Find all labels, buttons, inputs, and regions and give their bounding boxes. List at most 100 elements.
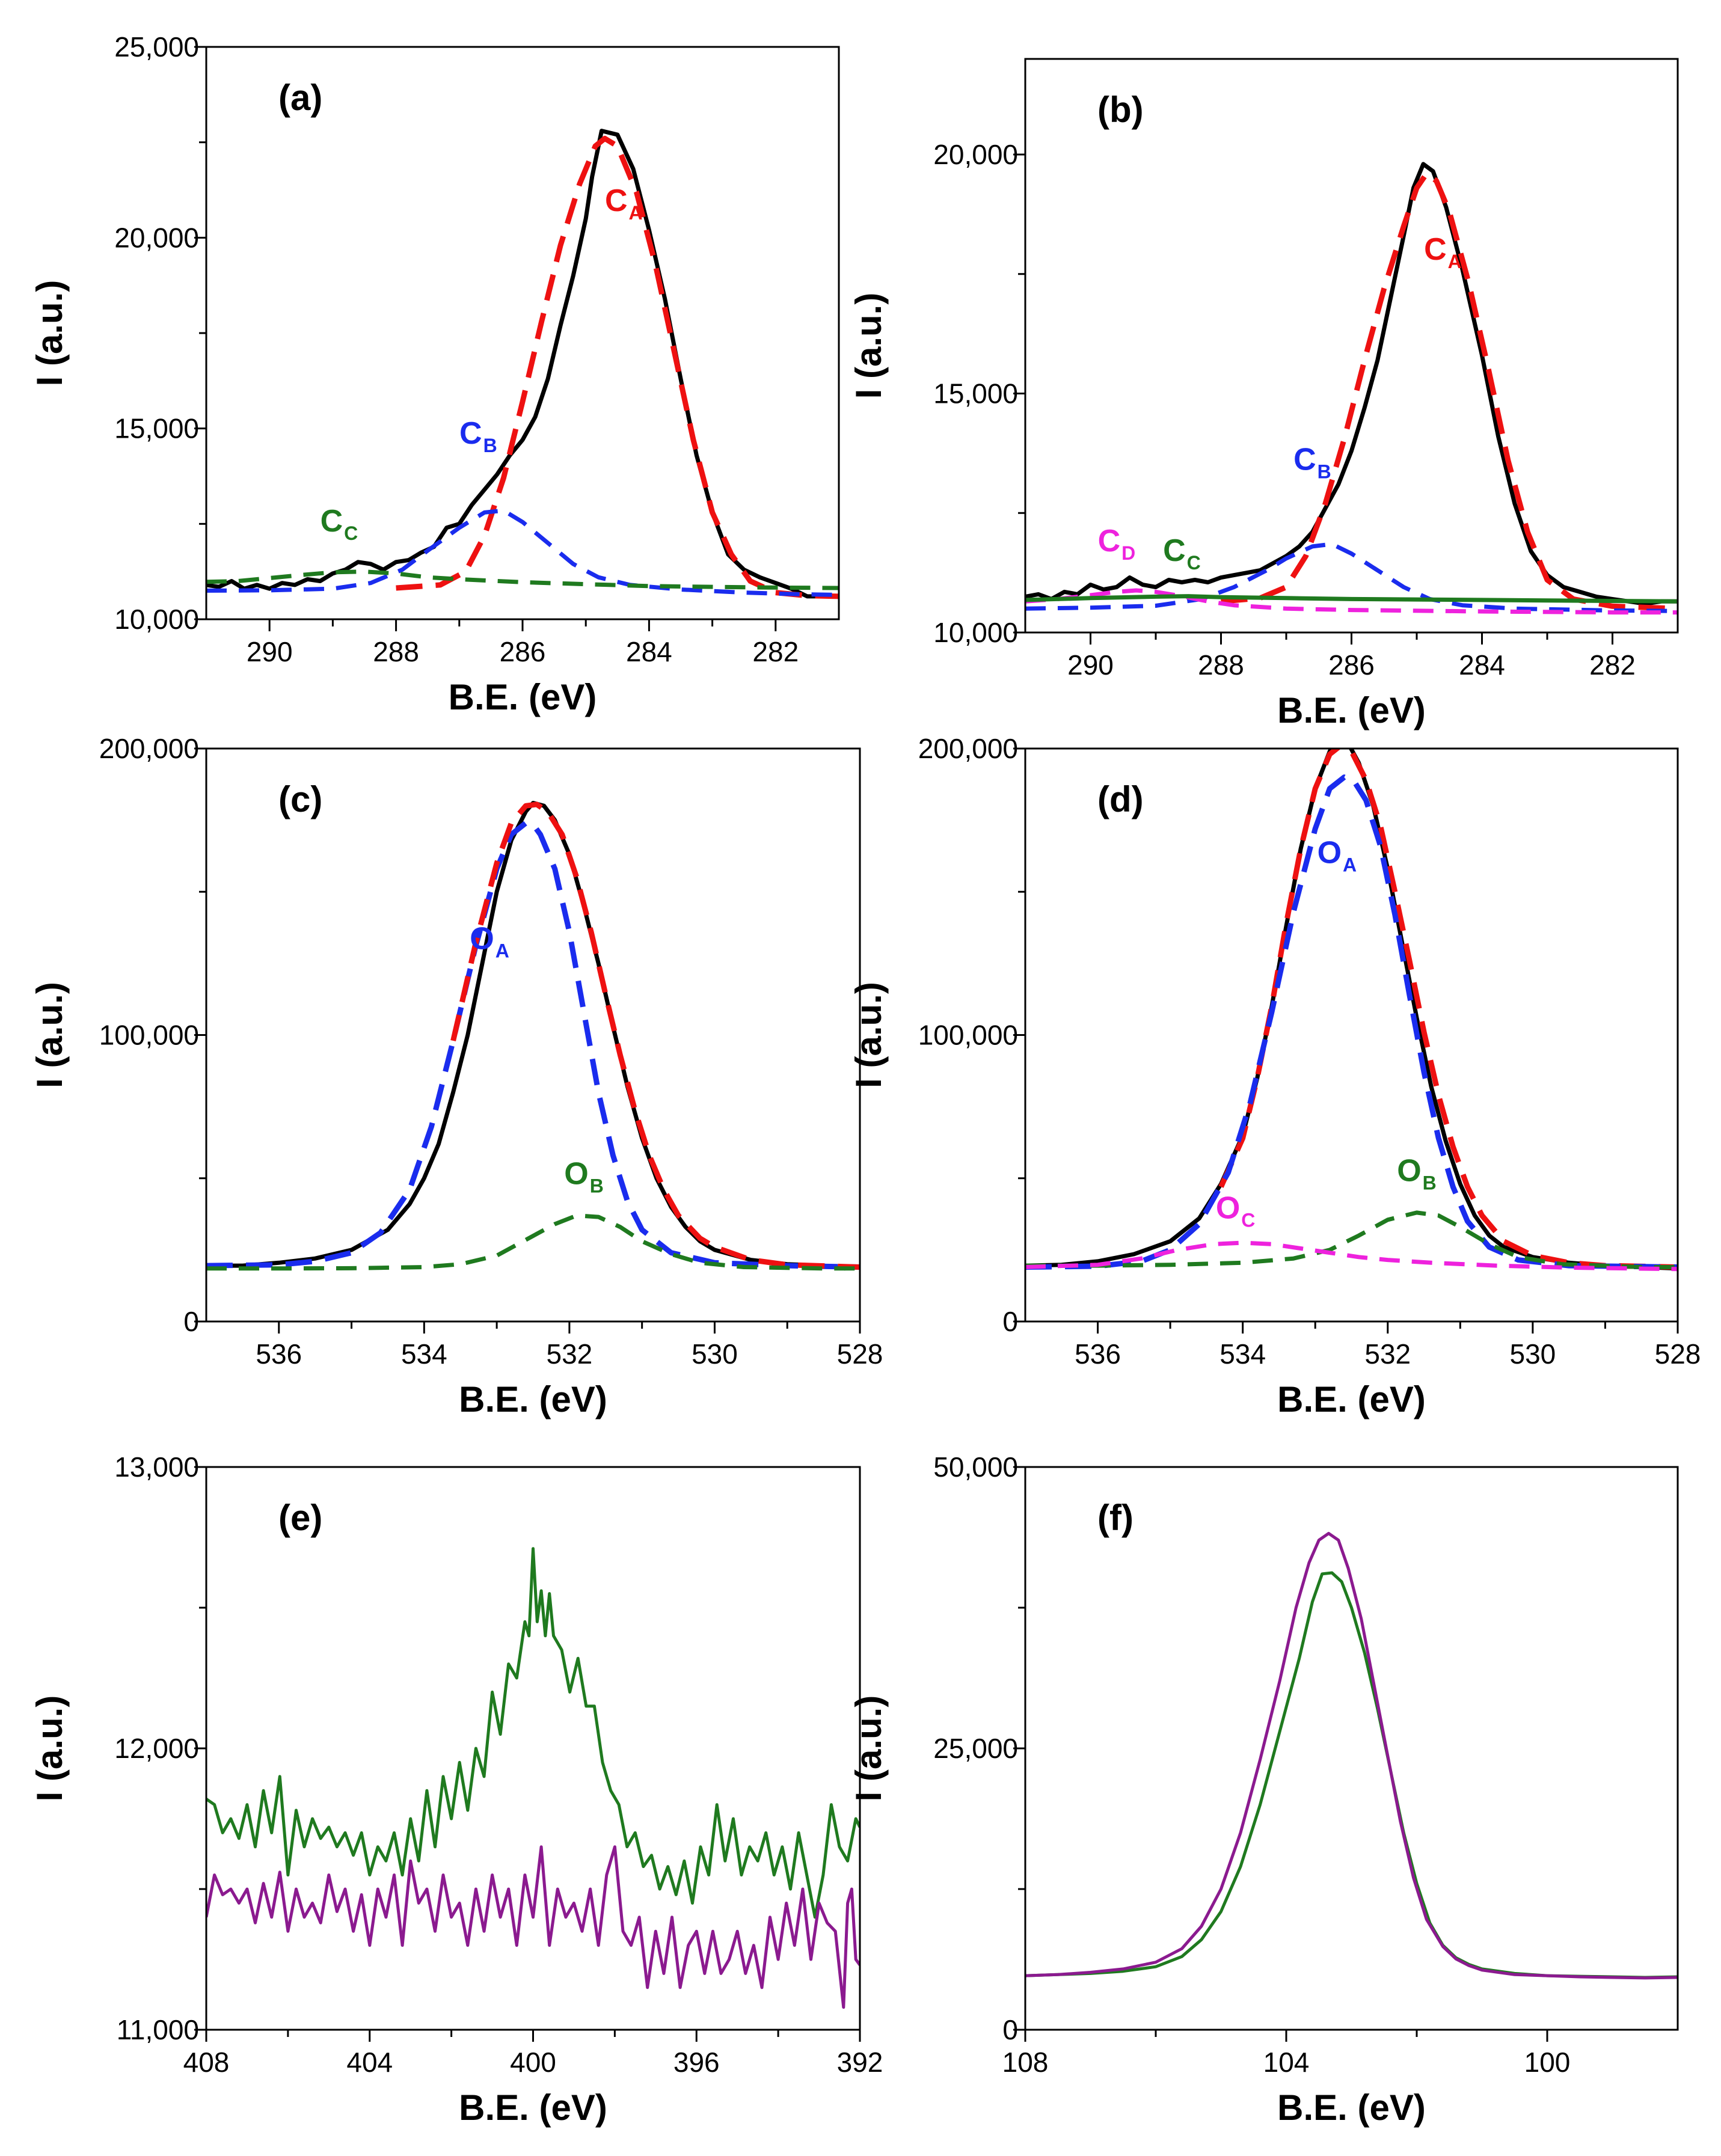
y-tick-label: 12,000 — [114, 1733, 199, 1764]
series-measured — [206, 129, 839, 599]
panel-label: (d) — [1097, 779, 1144, 819]
panel-e: 408 404 400 396 392 11,000 12,000 13,000 B.E. (e… — [29, 1451, 883, 2128]
y-tick-label: 20,000 — [114, 222, 199, 253]
x-axis-label: B.E. (eV) — [449, 677, 597, 717]
plot-frame — [1024, 1466, 1679, 2031]
x-tick-label: 284 — [1459, 649, 1505, 681]
x-tick-label: 536 — [256, 1338, 302, 1370]
x-tick-label: 282 — [1589, 649, 1636, 681]
x-tick-label: 400 — [510, 2047, 556, 2078]
y-axis-label: I (a.u.) — [848, 293, 889, 399]
x-tick-label: 288 — [1198, 649, 1244, 681]
peak-label-oc: OC — [1216, 1190, 1256, 1231]
x-tick-label: 530 — [692, 1338, 738, 1370]
series-group — [206, 1547, 860, 2009]
x-tick-label: 100 — [1524, 2047, 1571, 2078]
y-tick-label: 15,000 — [114, 413, 199, 444]
series-c-c — [206, 569, 839, 590]
x-tick-label: 534 — [401, 1338, 447, 1370]
series-fit — [1218, 749, 1678, 1270]
series-green — [1025, 1571, 1678, 1979]
y-tick-label: 10,000 — [114, 604, 199, 635]
peak-label-cb: CB — [1293, 443, 1331, 483]
series-green — [206, 1547, 860, 1919]
series-o-c — [1025, 1240, 1678, 1272]
peak-label-cc: CC — [1163, 533, 1201, 574]
series-group — [206, 129, 839, 599]
x-axis-label: B.E. (eV) — [1277, 690, 1426, 730]
series-o-b — [206, 1213, 860, 1271]
series-c-a — [396, 135, 839, 599]
y-axis-label: I (a.u.) — [29, 1695, 70, 1802]
series-c-b — [206, 508, 839, 597]
x-tick-label: 528 — [1655, 1338, 1701, 1370]
x-tick-label: 286 — [500, 636, 546, 667]
y-tick-label: 100,000 — [99, 1020, 199, 1051]
series-o-b — [1025, 1210, 1678, 1269]
y-tick-label: 11,000 — [117, 2014, 199, 2045]
x-tick-label: 392 — [837, 2047, 883, 2078]
panel-d: 536 534 532 530 528 0 100,000 200,000 B.E. (eV) I… — [848, 733, 1701, 1419]
y-axis-label: I (a.u.) — [29, 280, 70, 387]
peak-label-ob: OB — [564, 1156, 604, 1196]
series-c-a — [1221, 171, 1678, 611]
y-tick-label: 200,000 — [99, 733, 199, 764]
x-tick-label: 282 — [752, 636, 799, 667]
y-tick-label: 0 — [1002, 2014, 1018, 2045]
x-tick-label: 528 — [837, 1338, 883, 1370]
x-tick-label: 396 — [673, 2047, 720, 2078]
y-axis-label: I (a.u.) — [848, 982, 889, 1088]
x-tick-label: 408 — [183, 2047, 230, 2078]
x-tick-label: 534 — [1219, 1338, 1266, 1370]
series-group — [1025, 162, 1678, 615]
x-axis-label: B.E. (eV) — [1277, 2087, 1426, 2128]
x-tick-label: 530 — [1510, 1338, 1556, 1370]
x-tick-label: 104 — [1263, 2047, 1310, 2078]
x-tick-label: 284 — [626, 636, 672, 667]
panel-label: (f) — [1097, 1498, 1134, 1538]
series-o-a — [206, 820, 860, 1270]
x-tick-label: 290 — [247, 636, 293, 667]
x-tick-label: 108 — [1002, 2047, 1049, 2078]
x-tick-label: 288 — [373, 636, 419, 667]
panel-label: (c) — [278, 779, 322, 819]
x-tick-label: 290 — [1067, 649, 1114, 681]
y-tick-label: 20,000 — [933, 139, 1018, 170]
y-tick-label: 25,000 — [933, 1733, 1018, 1764]
panel-label: (b) — [1097, 90, 1144, 130]
series-purple — [206, 1845, 860, 2009]
series-group — [1025, 749, 1678, 1272]
x-axis-label: B.E. (eV) — [459, 2087, 607, 2128]
peak-label-cb: CB — [459, 416, 497, 456]
peak-label-ca: CA — [605, 183, 643, 224]
y-tick-label: 10,000 — [933, 617, 1018, 648]
peak-label-oa: OA — [470, 922, 509, 962]
panel-b: 290 288 286 284 282 10,000 15,000 20,000 B.E. (e… — [848, 58, 1679, 730]
series-group — [1025, 1531, 1678, 1980]
peak-label-cc: CC — [321, 504, 358, 544]
peak-label-ob: OB — [1397, 1154, 1437, 1194]
series-c-d — [1025, 588, 1678, 615]
x-tick-label: 532 — [1364, 1338, 1411, 1370]
series-group — [206, 801, 860, 1271]
panel-label: (e) — [278, 1498, 322, 1538]
peak-label-cd: CD — [1098, 524, 1136, 564]
panel-f: 108 104 100 0 25,000 50,000 B.E. (eV) I (a.u.) (… — [848, 1451, 1679, 2128]
series-fit — [450, 801, 860, 1270]
y-tick-label: 50,000 — [933, 1451, 1018, 1483]
plot-frame — [1024, 747, 1679, 1323]
y-axis-label: I (a.u.) — [29, 982, 70, 1088]
series-o-a — [1025, 774, 1678, 1270]
y-tick-label: 0 — [1002, 1306, 1018, 1337]
panel-c: 536 534 532 530 528 0 100,000 200,000 B.E. (eV) I… — [29, 733, 883, 1419]
panel-a: 290 288 286 284 282 10,000 15,000 20,000 25,000 B… — [29, 31, 840, 717]
series-measured — [1025, 162, 1678, 606]
series-c-c — [1025, 594, 1678, 604]
peak-label-oa: OA — [1318, 836, 1357, 876]
y-tick-label: 200,000 — [918, 733, 1018, 764]
series-purple — [1025, 1531, 1678, 1980]
y-tick-label: 100,000 — [918, 1020, 1018, 1051]
y-tick-label: 13,000 — [114, 1451, 199, 1483]
y-tick-label: 15,000 — [933, 378, 1018, 409]
peak-label-ca: CA — [1424, 232, 1462, 272]
